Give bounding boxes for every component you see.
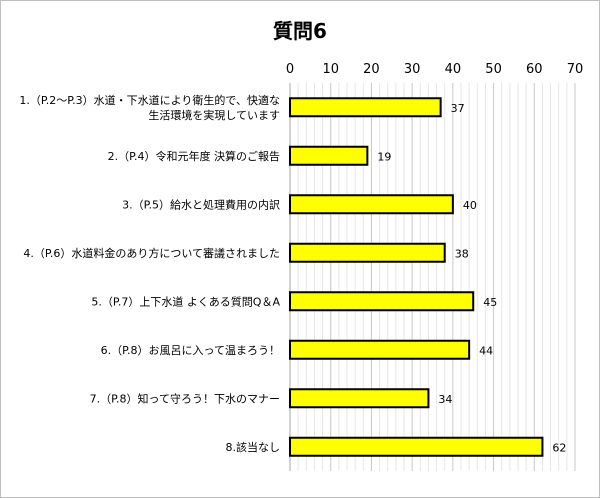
x-tick-label: 30 [404, 62, 421, 77]
x-tick-label: 60 [526, 62, 543, 77]
category-label: 3.（P.5）給水と処理費用の内訳 [122, 197, 280, 211]
category-label: 2.（P.4）令和元年度 決算のご報告 [108, 149, 280, 163]
bar [289, 291, 475, 312]
category-label: 5.（P.7）上下水道 よくある質問Q＆A [91, 294, 280, 308]
x-tick-label: 20 [363, 62, 380, 77]
category-label: 8.該当なし [226, 440, 281, 454]
data-label: 40 [463, 199, 477, 212]
bar [289, 436, 544, 457]
data-label: 38 [455, 247, 469, 260]
data-label: 37 [451, 102, 465, 115]
bar [289, 339, 471, 360]
x-tick-label: 70 [567, 62, 584, 77]
x-tick-label: 0 [286, 62, 294, 77]
bar [289, 97, 442, 118]
bar [289, 194, 454, 215]
data-label: 45 [483, 296, 497, 309]
category-label: 生活環境を実現しています [148, 108, 280, 122]
x-tick-label: 40 [445, 62, 462, 77]
data-label: 34 [438, 393, 452, 406]
category-label: 1.（P.2～P.3）水道・下水道により衛生的で、快適な [19, 93, 280, 107]
data-label: 44 [479, 344, 493, 357]
data-label: 62 [552, 441, 566, 454]
chart-title: 質問6 [273, 19, 327, 43]
category-label: 7.（P.8）知って守ろう！下水のマナー [90, 391, 280, 405]
category-label: 6.（P.8）お風呂に入って温まろう！ [101, 344, 280, 357]
bar [289, 242, 446, 263]
data-label: 19 [377, 150, 391, 163]
x-tick-label: 50 [485, 62, 502, 77]
bar [289, 388, 430, 409]
x-tick-label: 10 [322, 62, 339, 77]
bar [289, 145, 369, 166]
category-label: 4.（P.6）水道料金のあり方について審議されました [23, 246, 280, 260]
